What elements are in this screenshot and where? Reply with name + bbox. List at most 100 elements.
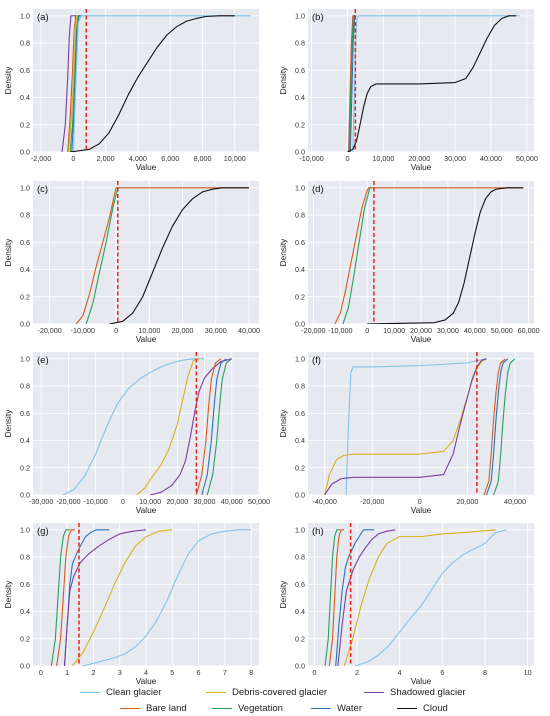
series-line-bare-land [195, 358, 222, 495]
x-tick-label: 20,000 [456, 497, 478, 506]
y-tick-label: 0.8 [295, 382, 305, 391]
y-axis-label: Density [3, 409, 13, 438]
legend-label: Debris-covered glacier [232, 686, 328, 698]
x-axis-label: Value [136, 334, 157, 344]
x-tick-label: 6,000 [161, 154, 179, 163]
x-tick-label: -20,000 [360, 497, 384, 506]
series-line-bare-land [328, 529, 345, 666]
x-tick-label: -10,000 [299, 154, 323, 163]
x-tick-label: -20,000 [56, 497, 80, 506]
series-line-clean-glacier [72, 15, 251, 152]
x-tick-label: 3 [118, 668, 122, 677]
series-line-shadowed-glacier [63, 529, 147, 666]
x-tick-label: 4 [398, 668, 402, 677]
y-tick-label: 0.8 [20, 39, 30, 48]
x-tick-label: 0 [71, 154, 75, 163]
x-tick-label: -20,000 [37, 326, 61, 335]
y-tick-label: 0.6 [295, 238, 305, 247]
legend-label: Shadowed glacier [390, 686, 466, 698]
x-tick-label: -30,000 [29, 497, 53, 506]
x-tick-label: 10,000 [138, 326, 160, 335]
y-axis-label: Density [3, 238, 13, 267]
x-tick-label: 40,000 [238, 326, 260, 335]
panel-label: (e) [37, 355, 49, 366]
legend-swatch [212, 707, 232, 709]
y-tick-label: 1.0 [295, 354, 305, 363]
y-tick-label: 1.0 [20, 525, 30, 534]
y-tick-label: 0.4 [20, 265, 30, 274]
series-line-clean-glacier [345, 358, 487, 495]
x-tick-label: -10,000 [71, 326, 95, 335]
y-tick-label: 0.2 [295, 634, 305, 643]
legend-label: Water [337, 702, 362, 714]
panel-e-series [62, 352, 233, 495]
x-tick-label: 40,000 [480, 154, 502, 163]
y-tick-label: 0.8 [20, 382, 30, 391]
legend-swatch [206, 691, 226, 693]
x-tick-label: 40,000 [504, 497, 526, 506]
panel-f-background [308, 352, 534, 495]
panel-f: -40,000 -20,000 0 20,000 40,000 0.0 0.2 0.4 0.6 0… [278, 352, 534, 515]
x-tick-label: -40,000 [312, 497, 336, 506]
series-line-water [485, 358, 509, 495]
legend: Clean glacier Debris-covered glacier Shado… [0, 683, 550, 716]
series-line-debris-covered-glacier [71, 529, 173, 666]
series-line-clean-glacier [82, 529, 252, 666]
x-tick-label: 50,000 [516, 154, 538, 163]
y-tick-label: 0.2 [20, 463, 30, 472]
legend-swatch [120, 707, 140, 709]
x-tick-label: 4,000 [129, 154, 147, 163]
legend-row-1: Clean glacier Debris-covered glacier Shado… [0, 685, 550, 699]
legend-label: Bare land [146, 702, 187, 714]
series-line-vegetation [50, 529, 70, 666]
x-axis-label: Value [411, 676, 432, 686]
panel-label: (b) [312, 12, 324, 23]
panel-c-series [75, 181, 250, 324]
x-tick-label: 10,000 [224, 154, 246, 163]
x-tick-label: -10,000 [83, 497, 107, 506]
legend-label: Cloud [423, 702, 448, 714]
series-line-shadowed-glacier [61, 15, 77, 152]
y-tick-label: 1.0 [295, 525, 305, 534]
legend-item-cloud: Cloud [397, 701, 448, 715]
y-tick-label: 0.0 [295, 320, 305, 329]
x-tick-label: 30,000 [194, 497, 216, 506]
series-line-cloud [70, 15, 235, 152]
y-tick-label: 0.0 [295, 662, 305, 671]
x-tick-label: 8,000 [194, 154, 212, 163]
legend-label: Vegetation [238, 702, 283, 714]
panel-a-background [33, 9, 259, 152]
series-line-clean-glacier [352, 15, 520, 152]
panel-a: -2,000 0 2,000 4,000 6,000 8,000 10,000 0.0 0.2 0… [3, 9, 259, 172]
x-tick-label: -20,000 [301, 326, 325, 335]
panel-label: (a) [37, 12, 49, 23]
panel-c-background [33, 181, 259, 324]
y-tick-label: 0.2 [20, 120, 30, 129]
x-tick-label: 1 [65, 668, 69, 677]
x-tick-label: 50,000 [491, 326, 513, 335]
series-line-debris-covered-glacier [136, 358, 200, 495]
y-tick-label: 0.6 [295, 580, 305, 589]
panel-d-series [334, 181, 524, 324]
legend-row-2: Bare land Vegetation Water Cloud [0, 701, 550, 715]
x-tick-label: 0 [365, 326, 369, 335]
x-tick-label: 40,000 [464, 326, 486, 335]
y-tick-label: 0.8 [295, 553, 305, 562]
series-line-vegetation [206, 358, 233, 495]
x-tick-label: 5 [170, 668, 174, 677]
y-tick-label: 0.4 [20, 436, 30, 445]
x-tick-label: 2 [355, 668, 359, 677]
legend-item-debris-covered-glacier: Debris-covered glacier [206, 685, 327, 699]
panel-a-series [61, 9, 251, 152]
legend-item-bare-land: Bare land [120, 701, 187, 715]
x-axis-label: Value [411, 505, 432, 515]
panel-g-series [50, 523, 252, 666]
y-tick-label: 0.6 [20, 409, 30, 418]
y-tick-label: 0.6 [295, 409, 305, 418]
x-tick-label: 0 [121, 497, 125, 506]
y-axis-label: Density [3, 66, 13, 95]
x-tick-label: 0 [345, 154, 349, 163]
series-line-bare-land [483, 358, 506, 495]
y-axis-label: Density [278, 580, 288, 609]
